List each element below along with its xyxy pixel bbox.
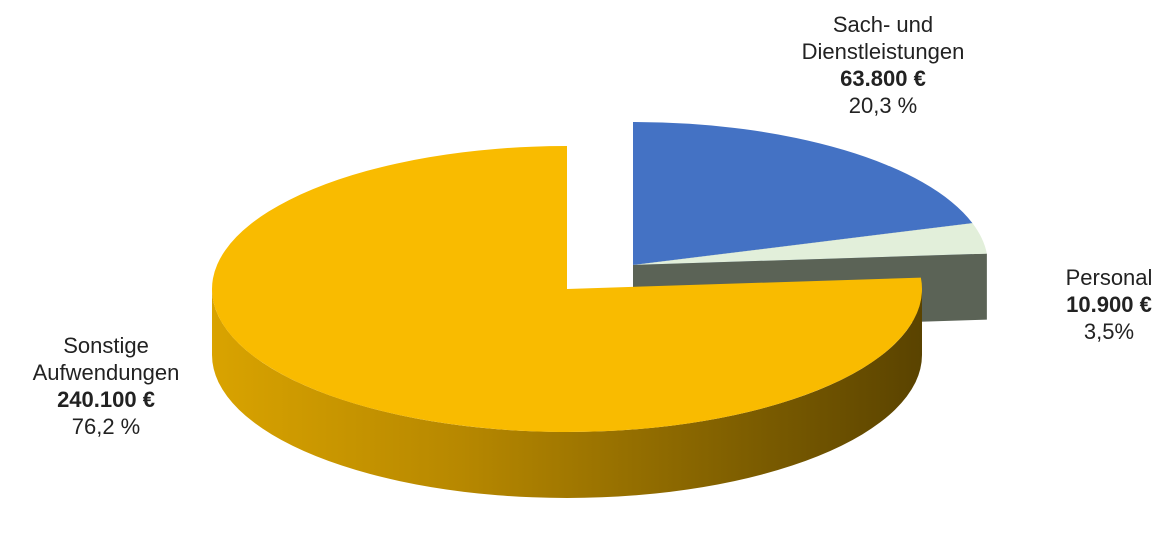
slice-amount: 240.100 € (57, 387, 155, 412)
slice-name: Personal (1065, 265, 1153, 290)
slice-personal (633, 223, 987, 265)
slice-sach-und-dienstleistungen (633, 122, 973, 265)
slice-name-line-1: Sach- und (832, 12, 934, 37)
slice-percent: 3,5% (1083, 319, 1135, 344)
slice-rim-sonstige-aufwendungen (212, 289, 922, 498)
slice-name-line-2: Dienstleistungen (801, 39, 965, 64)
slice-amount: 63.800 € (840, 66, 926, 91)
data-label-sonstige-aufwendungen: Sonstige Aufwendungen 240.100 € 76,2 % (0, 332, 212, 440)
slice-name-line-2: Aufwendungen (32, 360, 180, 385)
data-label-sach-und-dienstleistungen: Sach- und Dienstleistungen 63.800 € 20,3… (768, 11, 998, 119)
slice-percent: 76,2 % (71, 414, 141, 439)
data-label-personal: Personal 10.900 € 3,5% (1050, 264, 1168, 345)
slice-amount: 10.900 € (1066, 292, 1152, 317)
slice-name-line-1: Sonstige (63, 333, 149, 358)
slice-sonstige-aufwendungen (211, 146, 922, 432)
slice-percent: 20,3 % (848, 93, 918, 118)
